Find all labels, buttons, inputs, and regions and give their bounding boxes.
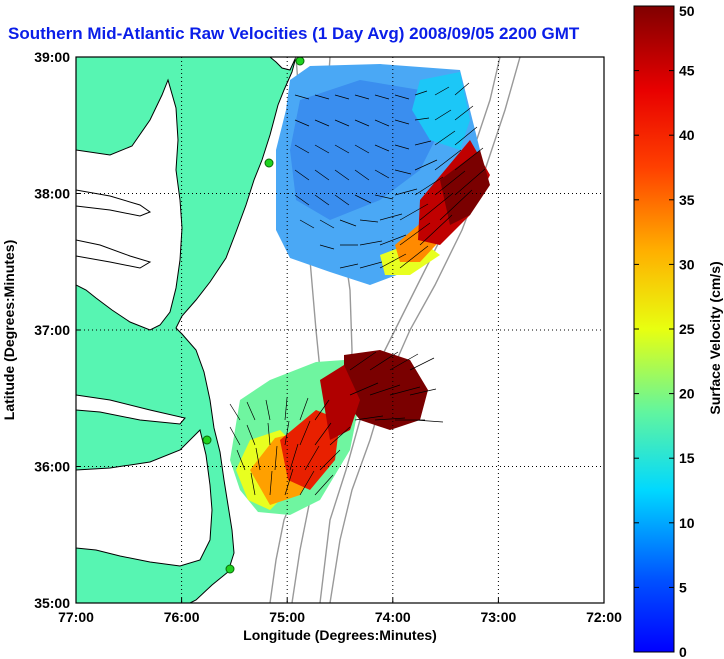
river: [76, 394, 186, 425]
velocity-vectors-south: [229, 351, 444, 496]
radar-station: [225, 564, 235, 574]
colorbar-ticks: 0 5 10 15 20 25 30 35 40 45 50: [634, 3, 695, 659]
colorbar-tick-label: 30: [679, 256, 695, 272]
x-tick-label: 77:00: [58, 609, 94, 625]
x-tick-label: 73:00: [480, 609, 516, 625]
colorbar-tick-label: 35: [679, 192, 695, 208]
pamlico-sound: [76, 429, 213, 567]
colorbar-tick-label: 10: [679, 515, 695, 531]
colorbar-tick-label: 25: [679, 321, 695, 337]
velocity-field-south: [229, 350, 444, 515]
x-axis-label: Longitude (Degrees:Minutes): [243, 627, 437, 643]
y-axis-label: Latitude (Degrees:Minutes): [1, 240, 17, 420]
colorbar-tick-label: 20: [679, 386, 695, 402]
colorbar: [633, 5, 675, 653]
colorbar-tick-label: 0: [679, 644, 687, 659]
gridlines: [76, 57, 604, 603]
colorbar-tick-label: 45: [679, 63, 695, 79]
velocity-vectors-north: [294, 82, 486, 269]
delaware-bay: [269, 57, 297, 71]
river: [76, 189, 152, 217]
colorbar-tick-label: 5: [679, 579, 687, 595]
y-tick-label: 39:00: [34, 49, 70, 65]
y-tick-label: 35:00: [34, 595, 70, 611]
radar-station: [202, 435, 212, 445]
radar-stations: [202, 57, 305, 574]
colorbar-tick-label: 15: [679, 450, 695, 466]
x-tick-label: 76:00: [164, 609, 200, 625]
colorbar-label: Surface Velocity (cm/s): [707, 261, 723, 414]
colorbar-tick-label: 50: [679, 3, 695, 19]
y-tick-label: 36:00: [34, 459, 70, 475]
radar-station: [295, 57, 305, 66]
radar-station: [264, 158, 274, 168]
y-tick-label: 38:00: [34, 186, 70, 202]
x-tick-label: 74:00: [375, 609, 411, 625]
map-title: Southern Mid-Atlantic Raw Velocities (1 …: [8, 24, 580, 43]
colorbar-tick-label: 40: [679, 127, 695, 143]
y-axis: 39:00 38:00 37:00 36:00 35:00: [34, 49, 81, 611]
x-axis: 77:00 76:00 75:00 74:00 73:00 72:00: [58, 598, 622, 625]
x-tick-label: 72:00: [586, 609, 622, 625]
y-tick-label: 37:00: [34, 322, 70, 338]
velocity-field-north: [276, 64, 490, 285]
x-tick-label: 75:00: [269, 609, 305, 625]
river: [76, 239, 152, 269]
